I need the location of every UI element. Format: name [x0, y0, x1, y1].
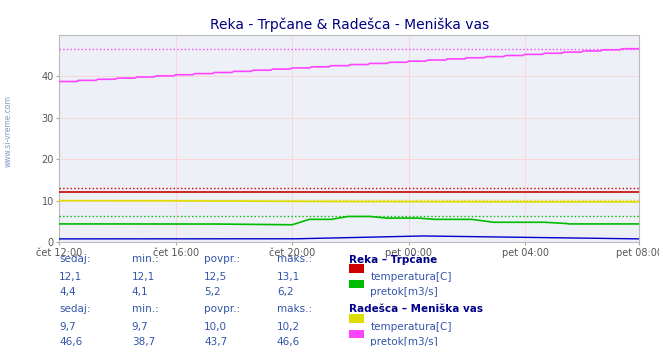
Text: 9,7: 9,7 — [132, 322, 148, 332]
Text: temperatura[C]: temperatura[C] — [370, 322, 452, 332]
Text: maks.:: maks.: — [277, 304, 312, 315]
Text: pretok[m3/s]: pretok[m3/s] — [370, 287, 438, 297]
Text: 12,1: 12,1 — [132, 272, 155, 282]
Text: 12,5: 12,5 — [204, 272, 227, 282]
Text: 43,7: 43,7 — [204, 337, 227, 346]
Title: Reka - Trpčane & Radešca - Meniška vas: Reka - Trpčane & Radešca - Meniška vas — [210, 18, 489, 32]
Text: 9,7: 9,7 — [59, 322, 76, 332]
Text: pretok[m3/s]: pretok[m3/s] — [370, 337, 438, 346]
Text: sedaj:: sedaj: — [59, 304, 91, 315]
Text: 13,1: 13,1 — [277, 272, 300, 282]
Text: temperatura[C]: temperatura[C] — [370, 272, 452, 282]
Text: min.:: min.: — [132, 304, 159, 315]
Text: www.si-vreme.com: www.si-vreme.com — [4, 95, 13, 167]
Text: povpr.:: povpr.: — [204, 304, 241, 315]
Text: sedaj:: sedaj: — [59, 254, 91, 264]
Text: min.:: min.: — [132, 254, 159, 264]
Text: Radešca – Meniška vas: Radešca – Meniška vas — [349, 304, 483, 315]
Text: 5,2: 5,2 — [204, 287, 221, 297]
Text: 38,7: 38,7 — [132, 337, 155, 346]
Text: 46,6: 46,6 — [277, 337, 300, 346]
Text: 46,6: 46,6 — [59, 337, 82, 346]
Text: povpr.:: povpr.: — [204, 254, 241, 264]
Text: Reka – Trpčane: Reka – Trpčane — [349, 254, 438, 265]
Text: maks.:: maks.: — [277, 254, 312, 264]
Text: 6,2: 6,2 — [277, 287, 293, 297]
Text: 4,4: 4,4 — [59, 287, 76, 297]
Text: 10,2: 10,2 — [277, 322, 300, 332]
Text: 10,0: 10,0 — [204, 322, 227, 332]
Text: 12,1: 12,1 — [59, 272, 82, 282]
Text: 4,1: 4,1 — [132, 287, 148, 297]
